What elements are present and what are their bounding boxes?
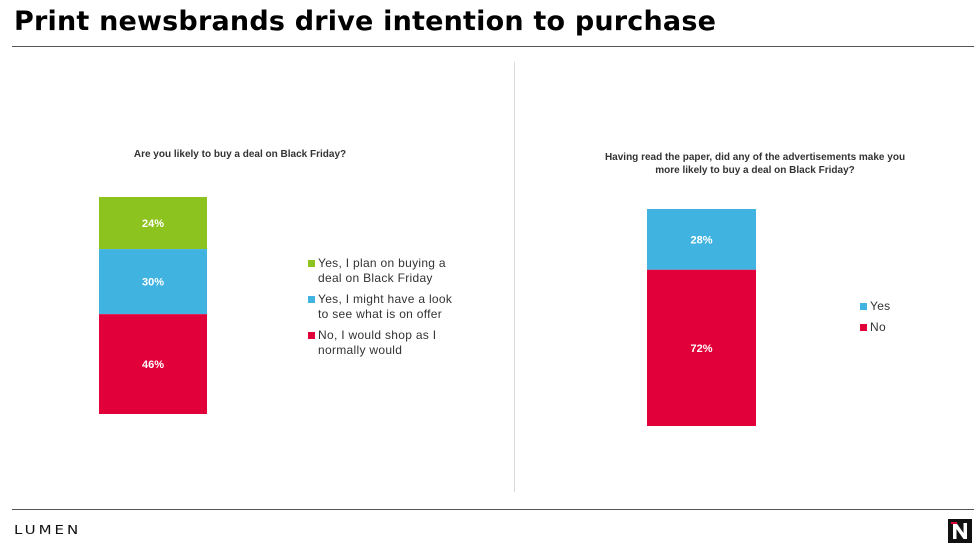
legend-label: Yes, I might have a look to see what is … — [318, 292, 453, 321]
chart-1-data-label-2: 30% — [142, 277, 164, 289]
chart-1-bar-segment-1 — [99, 197, 207, 250]
chart-2-data-label-1: 28% — [690, 234, 712, 246]
chart-1-data-label-3: 46% — [142, 359, 164, 371]
legend-swatch — [308, 332, 315, 339]
legend-swatch — [860, 324, 867, 331]
chart-divider — [514, 62, 515, 492]
legend-swatch — [308, 296, 315, 303]
legend-label: Yes — [870, 299, 891, 313]
legend-swatch — [860, 303, 867, 310]
chart-2-legend-item-2: No — [860, 320, 974, 335]
legend-label: No — [870, 320, 886, 334]
footer-rule — [12, 509, 974, 510]
chart-1-legend-item-1: Yes, I plan on buying a deal on Black Fr… — [308, 256, 458, 286]
chart-2-data-label-2: 72% — [690, 343, 712, 355]
page-title: Print newsbrands drive intention to purc… — [14, 6, 717, 37]
chart-2-question: Having read the paper, did any of the ad… — [604, 152, 906, 176]
chart-1-bar-segment-2 — [99, 249, 207, 315]
chart-2-legend-item-1: Yes — [860, 299, 974, 314]
chart-1-legend-item-2: Yes, I might have a look to see what is … — [308, 292, 458, 322]
chart-1-bar-segment-3 — [99, 314, 207, 414]
chart-1-legend: Yes, I plan on buying a deal on Black Fr… — [308, 256, 458, 364]
chart-1-data-label-1: 24% — [142, 218, 164, 230]
chart-2-bar-segment-2 — [647, 269, 756, 426]
lumen-logo: LUMEN — [14, 522, 82, 538]
legend-swatch — [308, 260, 315, 267]
legend-label: Yes, I plan on buying a deal on Black Fr… — [318, 256, 446, 285]
chart-1-question: Are you likely to buy a deal on Black Fr… — [133, 149, 347, 160]
chart-2-legend: Yes No — [860, 299, 974, 341]
title-underline — [12, 46, 974, 47]
chart-1-legend-item-3: No, I would shop as I normally would — [308, 328, 458, 358]
chart-2-bar-segment-1 — [647, 209, 756, 270]
legend-label: No, I would shop as I normally would — [318, 328, 437, 357]
newsworks-n-icon — [948, 519, 972, 543]
